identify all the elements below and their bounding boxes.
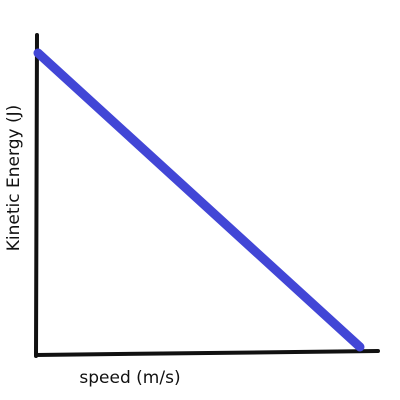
- x-axis-label: speed (m/s): [79, 368, 180, 388]
- y-axis-label: Kinetic Energy (J): [4, 105, 24, 251]
- series-line-0: [33, 48, 365, 352]
- series-group: [33, 48, 365, 352]
- y-axis-line: [34, 33, 39, 358]
- axes: [34, 33, 380, 358]
- x-axis-line: [34, 349, 380, 357]
